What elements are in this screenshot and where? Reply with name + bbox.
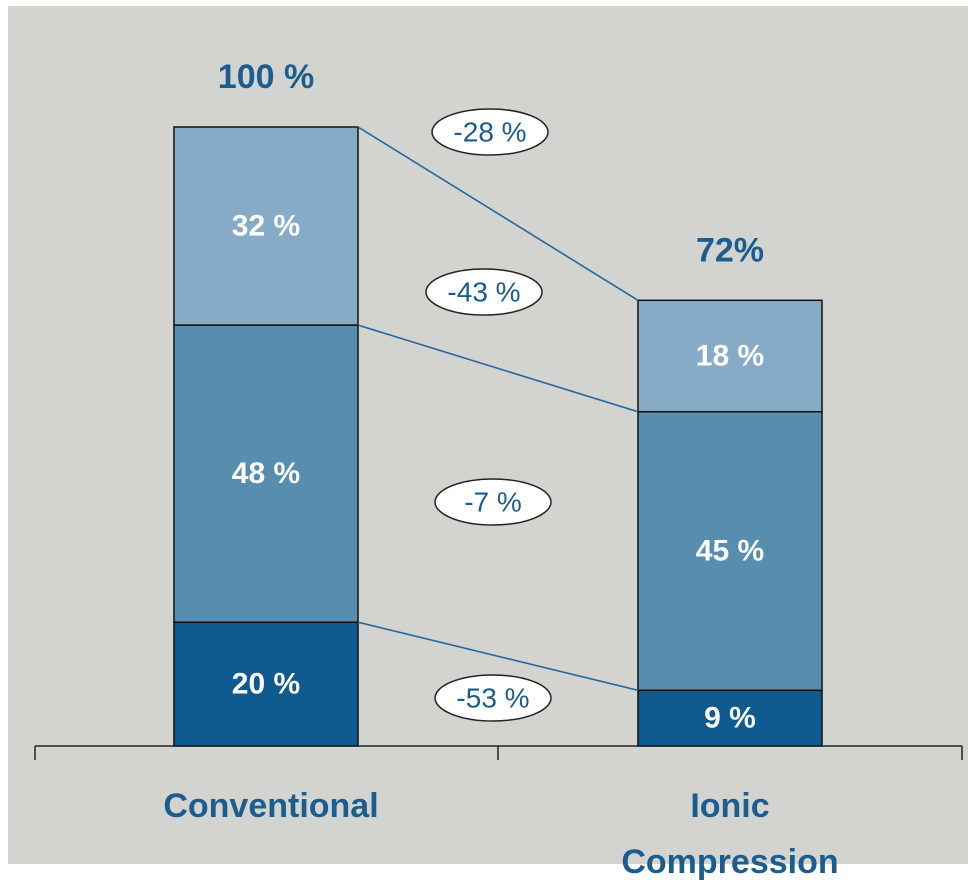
bar-segment: [637, 299, 823, 413]
change-label: -43 %: [447, 277, 520, 308]
change-badge: [434, 674, 552, 722]
category-label: Compression: [621, 843, 838, 881]
category-label: Conventional: [163, 787, 378, 825]
segment-label: 9 %: [704, 702, 756, 735]
segment-label: 45 %: [696, 535, 764, 568]
segment-label: 18 %: [696, 340, 764, 373]
connector-line: [357, 621, 639, 692]
bar-segment: [637, 410, 823, 692]
bar-segment: [173, 126, 359, 326]
change-label: -28 %: [453, 117, 526, 148]
segment-label: 20 %: [232, 668, 300, 701]
change-badge: [434, 478, 552, 526]
change-label: -7 %: [464, 487, 522, 518]
bar-segment: [173, 621, 359, 747]
segment-label: 32 %: [232, 210, 300, 243]
connector-line: [357, 324, 639, 413]
category-label: Ionic: [690, 787, 769, 825]
connector-line: [357, 126, 639, 302]
change-badge: [431, 108, 549, 156]
segment-label: 48 %: [232, 457, 300, 490]
total-label: 100 %: [218, 58, 314, 96]
total-label: 72%: [696, 231, 764, 269]
change-badge: [425, 268, 543, 316]
change-label: -53 %: [456, 683, 529, 714]
